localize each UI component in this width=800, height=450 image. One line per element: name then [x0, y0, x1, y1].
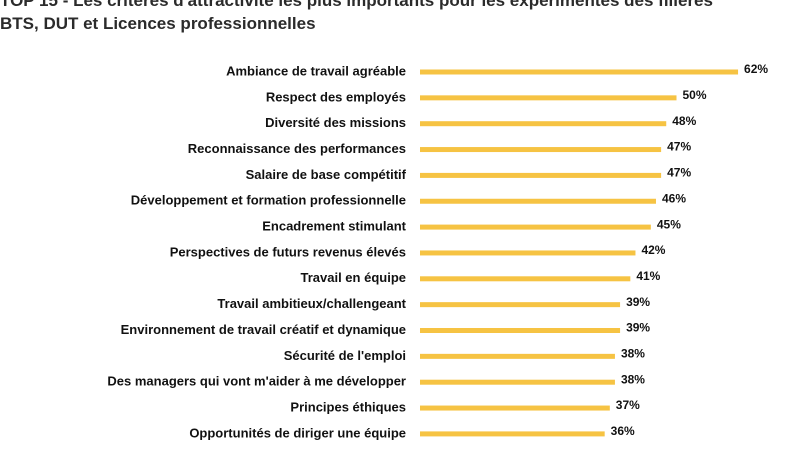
- bar: [420, 172, 662, 178]
- value-label: 50%: [683, 88, 707, 102]
- bar: [420, 302, 621, 308]
- value-label: 42%: [641, 243, 665, 257]
- bar: [420, 250, 636, 256]
- bar: [420, 276, 631, 282]
- bar: [420, 224, 651, 230]
- category-label: Diversité des missions: [265, 115, 406, 130]
- value-label: 39%: [626, 295, 650, 309]
- bar: [420, 379, 615, 385]
- value-label: 38%: [621, 347, 645, 361]
- category-label: Perspectives de futurs revenus élevés: [170, 244, 406, 259]
- value-label: 37%: [616, 398, 640, 412]
- value-label: 46%: [662, 191, 686, 205]
- value-label: 41%: [636, 269, 660, 283]
- category-label: Ambiance de travail agréable: [226, 63, 406, 78]
- category-label: Encadrement stimulant: [262, 219, 406, 234]
- category-label: Des managers qui vont m'aider à me dével…: [107, 374, 406, 389]
- category-label: Respect des employés: [266, 89, 406, 104]
- category-label: Salaire de base compétitif: [246, 167, 407, 182]
- category-label: Sécurité de l'emploi: [284, 348, 406, 363]
- bar: [420, 147, 662, 153]
- bar: [420, 95, 677, 101]
- value-label: 48%: [672, 114, 696, 128]
- value-label: 45%: [657, 217, 681, 231]
- category-label: Principes éthiques: [290, 399, 406, 414]
- bar: [420, 121, 667, 127]
- category-label: Reconnaissance des performances: [188, 141, 406, 156]
- category-label: Développement et formation professionnel…: [131, 193, 406, 208]
- category-label: Opportunités de diriger une équipe: [189, 425, 406, 440]
- value-label: 62%: [744, 62, 768, 76]
- bar: [420, 69, 739, 75]
- bar: [420, 405, 610, 411]
- value-label: 38%: [621, 372, 645, 386]
- category-label: Travail en équipe: [301, 270, 407, 285]
- category-label: Environnement de travail créatif et dyna…: [121, 322, 406, 337]
- bar: [420, 431, 605, 437]
- bar: [420, 353, 615, 359]
- value-label: 36%: [611, 424, 635, 438]
- bar: [420, 198, 656, 204]
- value-label: 39%: [626, 321, 650, 335]
- chart-title: TOP 15 - Les critères d'attractivité les…: [0, 0, 713, 33]
- category-label: Travail ambitieux/challengeant: [217, 296, 406, 311]
- bar: [420, 328, 621, 333]
- value-label: 47%: [667, 140, 691, 154]
- value-label: 47%: [667, 166, 691, 180]
